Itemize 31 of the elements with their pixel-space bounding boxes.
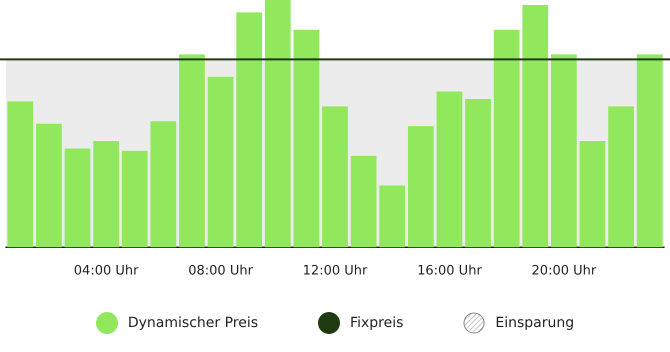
x-tick-label: 04:00 Uhr [74, 264, 140, 279]
x-tick-label: 12:00 Uhr [302, 264, 368, 279]
x-tick-label: 08:00 Uhr [188, 264, 254, 279]
bar [322, 106, 348, 248]
bar [550, 54, 577, 248]
bar [636, 54, 663, 248]
bar [494, 30, 520, 248]
bar [522, 4, 548, 248]
bar [7, 101, 34, 248]
legend-label: Dynamischer Preis [128, 315, 258, 331]
bar [208, 76, 234, 248]
legend-label: Einsparung [495, 315, 574, 331]
bar [264, 0, 291, 248]
bar [294, 30, 320, 248]
bar [408, 126, 434, 248]
bar [236, 12, 262, 248]
bar [36, 124, 62, 248]
x-tick-label: 20:00 Uhr [532, 264, 597, 279]
bar [64, 148, 90, 248]
bar [465, 98, 491, 248]
bar [122, 150, 148, 248]
bar [608, 106, 634, 248]
x-tick-label: 16:00 Uhr [417, 264, 482, 279]
legend-label: Fixpreis [350, 315, 404, 331]
bar [150, 121, 176, 248]
bar [179, 54, 205, 248]
bar [436, 92, 462, 248]
bar [350, 156, 376, 248]
bar [93, 141, 120, 248]
bar [580, 141, 606, 248]
bar [379, 186, 406, 248]
